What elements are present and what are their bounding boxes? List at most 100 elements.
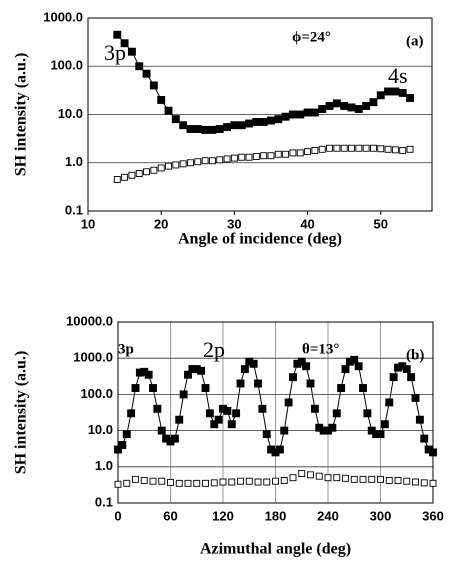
y-tick-label: 100.0	[80, 386, 113, 401]
data-point	[275, 445, 284, 454]
data-point	[284, 398, 293, 407]
annotation: ϕ=24°	[292, 29, 331, 45]
data-point	[208, 125, 217, 134]
data-point	[171, 115, 180, 124]
data-point	[389, 373, 398, 382]
data-point	[223, 123, 232, 131]
data-point	[310, 404, 319, 413]
data-point	[237, 121, 246, 130]
data-point	[208, 157, 216, 165]
data-point	[298, 470, 306, 478]
data-point	[149, 384, 157, 392]
data-point	[245, 153, 253, 161]
data-point	[407, 373, 416, 382]
x-tick-label: 360	[422, 508, 444, 523]
data-point	[230, 154, 238, 162]
data-point	[267, 116, 275, 125]
data-point	[205, 409, 214, 418]
data-point	[157, 96, 166, 104]
plot-frame	[87, 17, 433, 212]
data-point	[310, 108, 319, 117]
y-tick-label: 1.0	[65, 154, 83, 169]
data-point	[216, 156, 224, 164]
data-point	[135, 170, 143, 177]
data-point	[385, 398, 394, 407]
data-point	[127, 47, 136, 56]
data-point	[377, 475, 384, 483]
annotation: θ=13°	[302, 341, 339, 357]
data-point	[377, 145, 385, 153]
data-point	[354, 105, 363, 113]
data-point	[157, 426, 166, 435]
data-point	[340, 102, 349, 110]
data-point	[341, 365, 350, 374]
data-point	[328, 423, 337, 432]
series-line	[116, 34, 411, 131]
data-point	[113, 30, 122, 39]
data-point	[202, 479, 209, 487]
data-point	[237, 477, 244, 485]
x-tick-label: 40	[300, 216, 314, 231]
y-tick-label: 10.0	[88, 422, 113, 437]
data-point	[215, 125, 224, 133]
data-point	[210, 479, 218, 487]
data-point	[333, 144, 341, 152]
x-tick-label: 180	[265, 508, 287, 523]
data-point	[420, 434, 429, 443]
data-point	[164, 106, 173, 115]
data-point	[179, 121, 188, 130]
data-point	[179, 390, 188, 399]
data-point	[258, 404, 267, 413]
data-point	[402, 365, 411, 374]
data-point	[223, 406, 232, 415]
data-point	[149, 477, 157, 485]
data-point	[210, 420, 219, 429]
y-tick-label: 100.0	[50, 58, 83, 73]
data-point	[113, 176, 121, 183]
data-point	[412, 478, 419, 486]
annotation: (a)	[406, 33, 424, 49]
data-point	[245, 477, 253, 485]
data-point	[153, 404, 162, 413]
data-point	[272, 477, 279, 485]
x-axis-label: Azimuthal angle (deg)	[200, 541, 351, 558]
data-point	[230, 121, 239, 130]
data-point	[201, 384, 210, 392]
x-axis-label: Angle of incidence (deg)	[178, 231, 342, 248]
data-point	[131, 384, 140, 392]
data-point	[315, 472, 323, 480]
data-point	[296, 110, 305, 119]
data-point	[281, 112, 290, 121]
data-point	[362, 102, 371, 110]
data-point	[297, 357, 306, 366]
y-axis-label: SH intensity (a.u.)	[13, 53, 30, 177]
data-point	[114, 445, 122, 454]
x-tick-label: 240	[317, 508, 339, 523]
data-point	[302, 362, 311, 371]
data-point	[342, 474, 349, 482]
x-tick-label: 20	[154, 216, 168, 231]
data-point	[193, 125, 202, 133]
data-point	[406, 145, 414, 153]
data-point	[289, 149, 297, 157]
x-tick-label: 50	[374, 216, 388, 231]
data-point	[175, 415, 184, 424]
plot-frame	[117, 321, 434, 504]
data-point	[260, 152, 268, 160]
data-point	[263, 478, 271, 486]
data-point	[289, 474, 297, 482]
data-point	[143, 168, 151, 176]
annotation: 2p	[203, 337, 225, 362]
data-point	[186, 125, 195, 133]
data-point	[362, 144, 370, 152]
data-point	[280, 426, 289, 435]
data-point	[179, 160, 187, 168]
data-point	[201, 157, 209, 165]
y-tick-label: 10.0	[58, 106, 83, 121]
data-point	[254, 379, 262, 388]
data-point	[236, 379, 245, 388]
data-point	[350, 475, 358, 483]
data-point	[140, 476, 148, 484]
data-point	[324, 474, 332, 482]
data-point	[274, 115, 283, 124]
